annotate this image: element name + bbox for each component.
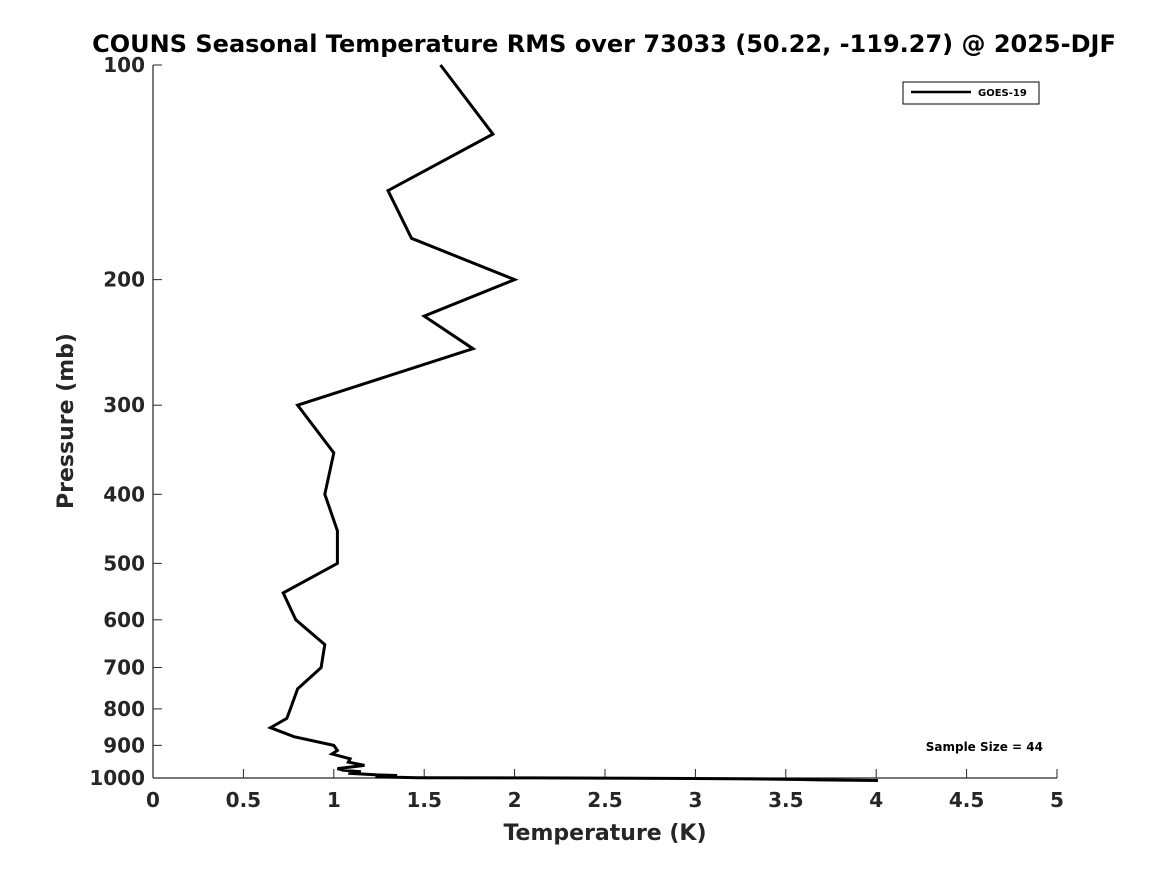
plot-area bbox=[153, 65, 1057, 778]
series-layer bbox=[267, 64, 879, 782]
chart-title: COUNS Seasonal Temperature RMS over 7303… bbox=[92, 30, 1116, 58]
x-axis-ticks: 0 0.5 1 1.5 2 2.5 3 3.5 4 4.5 5 bbox=[146, 769, 1064, 812]
x-tick-label: 3.5 bbox=[768, 788, 803, 812]
x-tick-label: 3 bbox=[688, 788, 702, 812]
y-tick-label: 100 bbox=[103, 53, 145, 77]
x-tick-label: 1.5 bbox=[406, 788, 441, 812]
x-tick-label: 2 bbox=[508, 788, 522, 812]
sample-size-annotation: Sample Size = 44 bbox=[926, 740, 1043, 754]
x-tick-label: 0 bbox=[146, 788, 160, 812]
y-tick-label: 900 bbox=[103, 733, 145, 757]
x-tick-label: 4.5 bbox=[949, 788, 984, 812]
x-tick-label: 4 bbox=[869, 788, 883, 812]
y-tick-label: 800 bbox=[103, 697, 145, 721]
y-tick-label: 600 bbox=[103, 608, 145, 632]
y-tick-label: 1000 bbox=[89, 766, 145, 790]
y-tick-label: 300 bbox=[103, 393, 145, 417]
y-tick-label: 700 bbox=[103, 656, 145, 680]
y-tick-label: 200 bbox=[103, 268, 145, 292]
x-tick-label: 2.5 bbox=[587, 788, 622, 812]
series-line-goes-19 bbox=[267, 64, 879, 782]
y-axis-label: Pressure (mb) bbox=[54, 333, 79, 509]
x-tick-label: 5 bbox=[1050, 788, 1064, 812]
y-tick-label: 500 bbox=[103, 551, 145, 575]
y-axis-ticks: 100 200 300 400 500 600 700 800 900 1000 bbox=[89, 53, 162, 790]
x-tick-label: 0.5 bbox=[226, 788, 261, 812]
legend: GOES-19 bbox=[902, 81, 1040, 105]
legend-label-goes-19: GOES-19 bbox=[978, 88, 1027, 99]
x-tick-label: 1 bbox=[327, 788, 341, 812]
x-axis-label: Temperature (K) bbox=[503, 821, 706, 846]
y-tick-label: 400 bbox=[103, 482, 145, 506]
